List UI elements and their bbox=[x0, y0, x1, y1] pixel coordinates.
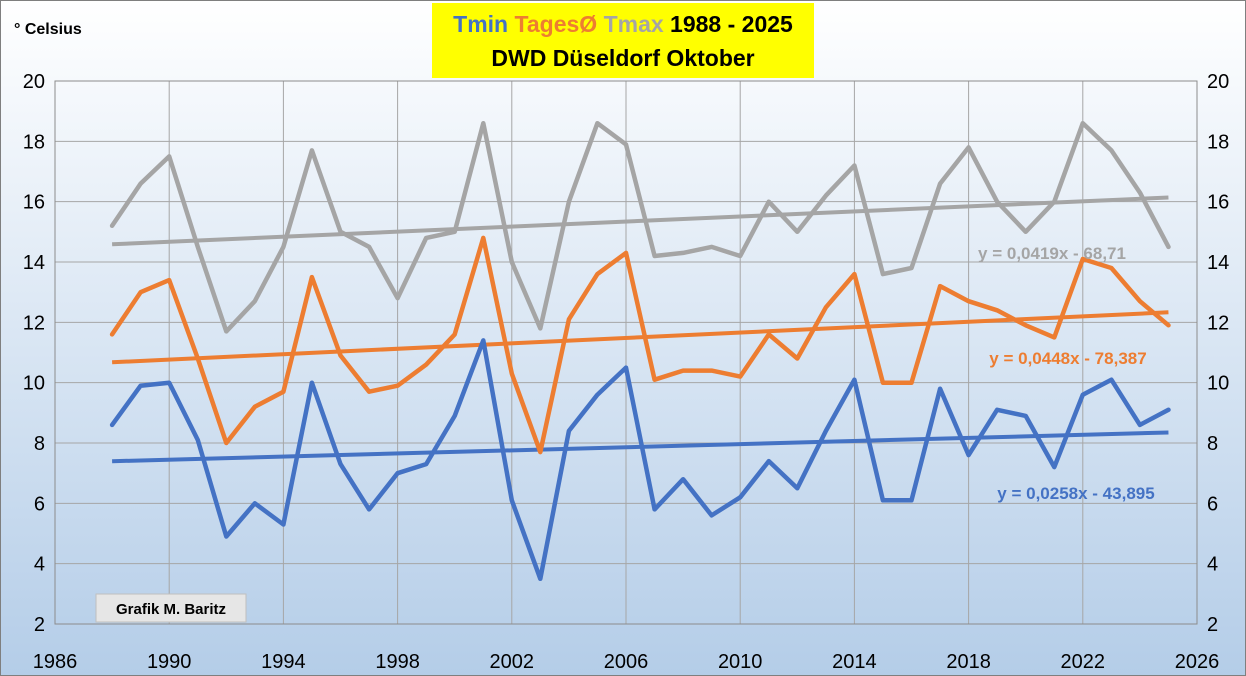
x-tick-label: 2014 bbox=[832, 651, 877, 673]
y-tick-label-right: 2 bbox=[1207, 614, 1218, 636]
x-tick-label: 1998 bbox=[375, 651, 420, 673]
chart-title: Tmin TagesØ Tmax 1988 - 2025 DWD Düseldo… bbox=[432, 3, 814, 78]
y-tick-label-right: 14 bbox=[1207, 252, 1229, 274]
y-tick-label-left: 20 bbox=[23, 71, 45, 93]
credit-box: Grafik M. Baritz bbox=[95, 593, 247, 623]
y-tick-label-left: 6 bbox=[34, 493, 45, 515]
y-tick-label-right: 8 bbox=[1207, 433, 1218, 455]
y-tick-label-left: 4 bbox=[34, 554, 45, 576]
x-axis: 1986 1990 1994 1998 2002 2006 2010 2014 2018 2022… bbox=[33, 651, 1220, 673]
y-tick-label-left: 2 bbox=[34, 614, 45, 636]
title-line-1: Tmin TagesØ Tmax 1988 - 2025 bbox=[453, 11, 793, 37]
credit-background bbox=[95, 593, 247, 623]
title-line-2: DWD Düseldorf Oktober bbox=[491, 45, 754, 71]
credit-text: Grafik M. Baritz bbox=[116, 601, 226, 618]
title-years: 1988 - 2025 bbox=[670, 11, 793, 37]
title-tagesmittel: TagesØ bbox=[515, 11, 604, 37]
x-tick-label: 1990 bbox=[147, 651, 192, 673]
y-tick-label-right: 10 bbox=[1207, 373, 1229, 395]
x-tick-label: 2010 bbox=[718, 651, 763, 673]
trendline-tmean bbox=[112, 310, 1169, 365]
title-background bbox=[432, 3, 814, 78]
y-axis-label: ° Celsius bbox=[14, 21, 82, 38]
title-tmin: Tmin bbox=[453, 11, 514, 37]
y-tick-label-right: 18 bbox=[1207, 131, 1229, 153]
trend-equations: y = 0,0419x - 68,71 y = 0,0448x - 78,387 y… bbox=[978, 244, 1155, 503]
y-tick-label-left: 14 bbox=[23, 252, 45, 274]
series-line-tmin bbox=[109, 338, 1171, 582]
y-tick-label-left: 18 bbox=[23, 131, 45, 153]
x-tick-label: 2002 bbox=[490, 651, 535, 673]
y-tick-label-left: 10 bbox=[23, 373, 45, 395]
y-tick-label-right: 12 bbox=[1207, 312, 1229, 334]
y-tick-label-right: 6 bbox=[1207, 493, 1218, 515]
y-tick-label-left: 12 bbox=[23, 312, 45, 334]
x-tick-label: 1994 bbox=[261, 651, 306, 673]
plot-area bbox=[54, 80, 1198, 625]
y-tick-label-left: 8 bbox=[34, 433, 45, 455]
y-tick-label-right: 16 bbox=[1207, 192, 1229, 214]
x-tick-label: 1986 bbox=[33, 651, 78, 673]
series-line-tmax bbox=[109, 120, 1171, 334]
x-tick-label: 2022 bbox=[1061, 651, 1106, 673]
trend-label-tmean: y = 0,0448x - 78,387 bbox=[989, 349, 1146, 368]
trend-label-tmax: y = 0,0419x - 68,71 bbox=[978, 244, 1126, 263]
title-tmax: Tmax bbox=[604, 11, 670, 37]
x-tick-label: 2006 bbox=[604, 651, 649, 673]
x-tick-label: 2026 bbox=[1175, 651, 1220, 673]
y-tick-label-right: 4 bbox=[1207, 554, 1218, 576]
series-lines bbox=[109, 120, 1171, 582]
y-axis-right: 2 4 6 8 10 12 14 16 18 20 bbox=[1207, 71, 1229, 636]
x-tick-label: 2018 bbox=[946, 651, 991, 673]
series-line-tmean bbox=[109, 235, 1171, 455]
y-tick-label-right: 20 bbox=[1207, 71, 1229, 93]
y-axis-left: 2 4 6 8 10 12 14 16 18 20 bbox=[23, 71, 45, 636]
trend-label-tmin: y = 0,0258x - 43,895 bbox=[997, 484, 1154, 503]
y-tick-label-left: 16 bbox=[23, 192, 45, 214]
